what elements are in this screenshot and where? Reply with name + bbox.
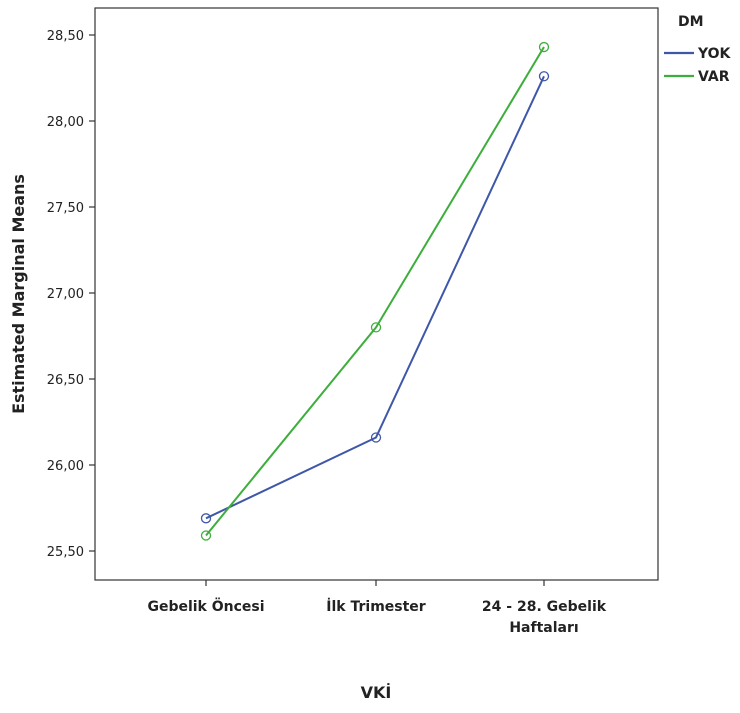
- x-axis: Gebelik Öncesi İlk Trimester 24 - 28. Gebe…: [147, 580, 607, 636]
- x-tick-label: Gebelik Öncesi: [147, 597, 264, 615]
- legend-title: DM: [678, 14, 704, 30]
- legend-label-yok: YOK: [697, 46, 732, 62]
- y-tick-label: 27,00: [47, 287, 84, 302]
- legend-label-var: VAR: [698, 69, 730, 85]
- legend: DM YOK VAR: [664, 14, 732, 85]
- data-point-yok: [370, 432, 382, 443]
- y-tick-label: 27,50: [47, 201, 84, 216]
- plot-frame: [94, 7, 659, 581]
- data-point-yok: [200, 513, 212, 524]
- x-tick-label: 24 - 28. Gebelik: [482, 599, 607, 615]
- y-tick-label: 26,00: [47, 459, 84, 474]
- y-tick-label: 28,50: [47, 29, 84, 44]
- y-tick-label: 28,00: [47, 115, 84, 130]
- y-tick-label: 26,50: [47, 373, 84, 388]
- series-layer: [200, 41, 550, 541]
- data-point-var: [370, 322, 382, 333]
- y-axis: 25,50 26,00 26,50 27,00 27,50 28,00 28,50: [47, 29, 95, 560]
- x-axis-title: VKİ: [361, 683, 392, 702]
- series-line-var: [205, 46, 545, 537]
- x-tick-label: İlk Trimester: [326, 598, 426, 615]
- x-tick-label: Haftaları: [509, 620, 578, 636]
- y-axis-title: Estimated Marginal Means: [9, 174, 28, 414]
- y-tick-label: 25,50: [47, 545, 84, 560]
- data-point-var: [200, 530, 212, 541]
- data-point-yok: [538, 71, 550, 82]
- data-point-var: [538, 41, 550, 53]
- series-line-yok: [205, 75, 545, 520]
